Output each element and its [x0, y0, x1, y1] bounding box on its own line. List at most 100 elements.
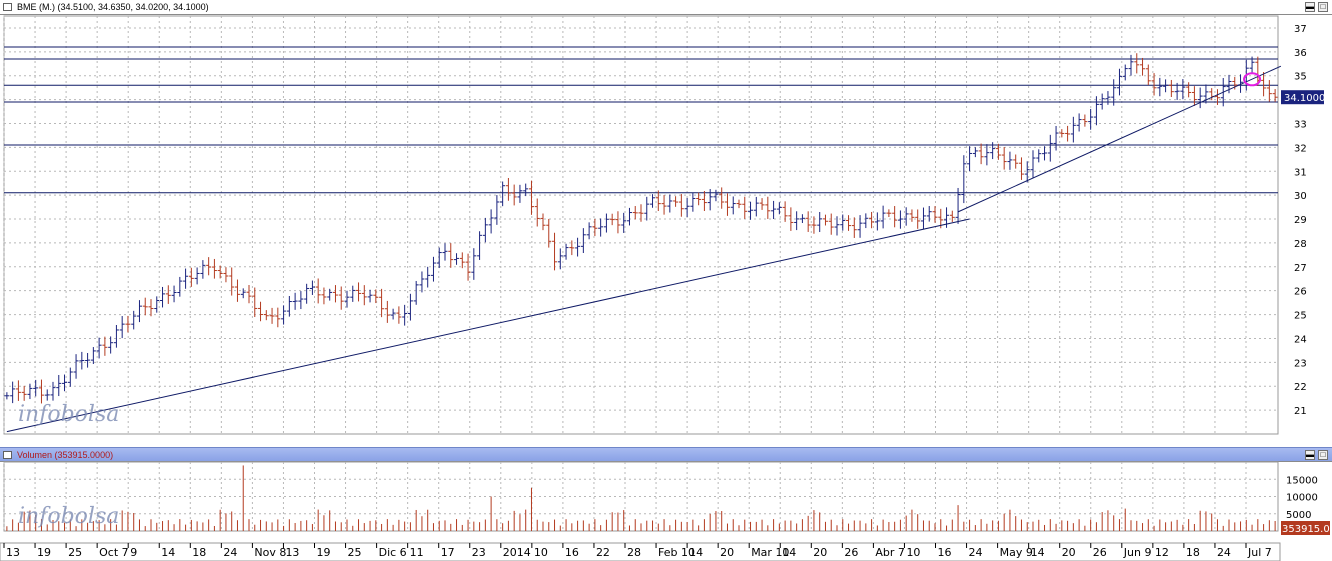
x-tick-label: 14: [1031, 546, 1045, 559]
ohlc-bar: [598, 218, 604, 237]
ohlc-bar: [724, 193, 730, 216]
price-y-tick-label: 33: [1294, 119, 1307, 130]
ohlc-bar: [1116, 68, 1122, 96]
ohlc-bar: [1024, 161, 1030, 183]
ohlc-bar: [436, 247, 442, 269]
x-tick-label: 20: [813, 546, 827, 559]
x-tick-label: 14: [161, 546, 175, 559]
restore-icon[interactable]: □: [1318, 2, 1328, 12]
ohlc-bar: [1065, 125, 1071, 142]
ohlc-bar: [569, 240, 575, 256]
ohlc-bar: [892, 206, 898, 228]
x-tick-label: 17: [441, 546, 455, 559]
ohlc-bar: [1128, 54, 1134, 76]
x-tick-label: 26: [844, 546, 858, 559]
x-tick-label: Oct 7: [99, 546, 129, 559]
x-tick-label: 20: [1062, 546, 1076, 559]
x-tick-label: 10: [534, 546, 548, 559]
x-tick-label: 25: [348, 546, 362, 559]
ohlc-bar: [1145, 64, 1151, 86]
minimize-icon[interactable]: ▬: [1305, 450, 1315, 460]
ohlc-bar: [863, 213, 869, 229]
ohlc-bar: [557, 248, 563, 270]
minimize-icon[interactable]: ▬: [1305, 2, 1315, 12]
ohlc-bar: [1088, 108, 1094, 130]
ohlc-bar: [886, 209, 892, 218]
trend-line: [6, 218, 970, 433]
volume-watermark: infobolsa: [18, 504, 119, 529]
ohlc-bar: [425, 266, 431, 288]
ohlc-bar: [644, 196, 650, 221]
price-y-tick-label: 24: [1294, 334, 1307, 345]
ohlc-bar: [281, 305, 287, 325]
ohlc-bar: [402, 304, 408, 326]
volume-pane-title: Volumen (353915.0000): [17, 450, 114, 460]
ohlc-bar: [263, 310, 269, 321]
ohlc-bar: [183, 268, 189, 289]
ohlc-bar: [650, 194, 656, 208]
ohlc-bar: [62, 374, 68, 392]
restore-icon[interactable]: □: [1318, 450, 1328, 460]
ohlc-bar: [10, 381, 16, 404]
x-tick-label: Mar 10: [751, 546, 789, 559]
ohlc-bar: [177, 276, 183, 297]
x-axis-strip: [0, 542, 1281, 561]
ohlc-bar: [269, 307, 275, 324]
ohlc-bar: [1140, 57, 1146, 76]
ohlc-bar: [1099, 93, 1105, 110]
ohlc-bar: [990, 142, 996, 160]
ohlc-bar: [1266, 80, 1272, 102]
ohlc-bar: [494, 195, 500, 225]
ohlc-bar: [655, 190, 661, 211]
ohlc-bar: [967, 146, 973, 172]
ohlc-bar: [1105, 91, 1111, 105]
ohlc-bar: [955, 187, 961, 224]
ohlc-bar: [21, 385, 27, 401]
ohlc-bar: [44, 389, 50, 401]
ohlc-bar: [897, 210, 903, 229]
ohlc-bar: [575, 237, 581, 257]
ohlc-bar: [286, 296, 292, 317]
x-tick-label: 24: [223, 546, 237, 559]
ohlc-bar: [805, 211, 811, 232]
x-tick-label: 18: [1186, 546, 1200, 559]
ohlc-bar: [160, 286, 166, 308]
ohlc-bar: [1249, 56, 1255, 74]
price-bars: [4, 53, 1278, 404]
x-tick-label: 10: [906, 546, 920, 559]
ohlc-bar: [194, 267, 200, 285]
ohlc-bar: [125, 315, 131, 333]
x-tick-label: 19: [317, 546, 331, 559]
ohlc-bar: [477, 231, 483, 260]
price-y-tick-label: 31: [1294, 167, 1307, 178]
ohlc-bar: [1042, 146, 1048, 161]
ohlc-bar: [90, 347, 96, 364]
ohlc-bar: [592, 218, 598, 237]
pane-icon[interactable]: [3, 451, 12, 459]
ohlc-bar: [822, 214, 828, 226]
horizontal-levels: [4, 46, 1278, 194]
price-y-tick-label: 30: [1294, 191, 1307, 202]
ohlc-bar: [148, 299, 154, 317]
ohlc-bar: [638, 204, 644, 222]
ohlc-bar: [511, 184, 517, 206]
ohlc-bar: [136, 300, 142, 323]
ohlc-bar: [834, 216, 840, 236]
ohlc-bar: [1093, 96, 1099, 126]
highlight-circle: [1243, 72, 1262, 87]
ohlc-bar: [1111, 79, 1117, 106]
ohlc-bar: [626, 207, 632, 226]
x-tick-label: 12: [1155, 546, 1169, 559]
ohlc-bar: [701, 191, 707, 211]
x-tick-label: 16: [565, 546, 579, 559]
ohlc-bar: [984, 144, 990, 166]
price-y-tick-label: 25: [1294, 311, 1307, 322]
pane-icon[interactable]: [3, 3, 12, 11]
ohlc-bar: [38, 379, 44, 404]
axes: 2122232425262728293031323334353637500010…: [0, 24, 1318, 561]
ohlc-bar: [338, 286, 344, 310]
ohlc-bar: [500, 181, 506, 207]
ohlc-bar: [309, 280, 315, 295]
ohlc-bar: [246, 285, 252, 304]
